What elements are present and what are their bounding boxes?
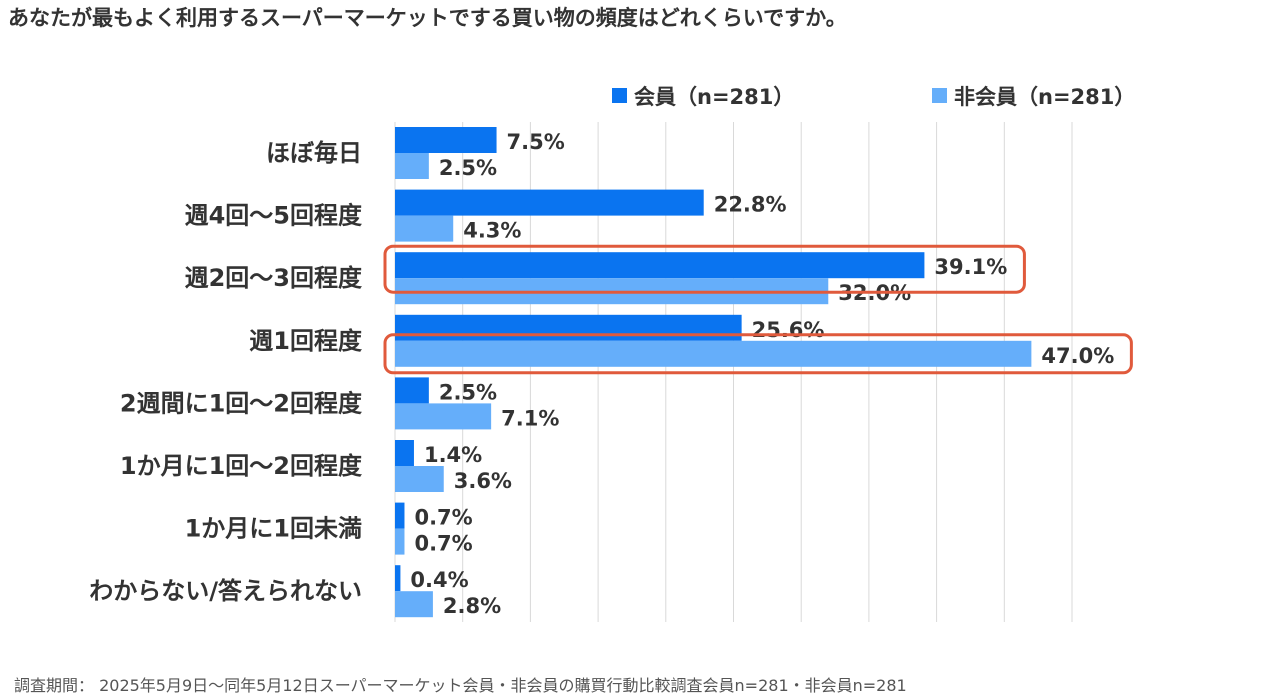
category-label: 週2回〜3回程度 [185,264,363,292]
category-label: わからない/答えられない [89,577,362,605]
bar-non-member [395,591,433,618]
legend-member-label: 会員（n=281） [634,85,794,109]
category-label: 週4回〜5回程度 [185,202,363,230]
bar-member [395,127,497,153]
data-label: 4.3% [463,219,521,243]
bar-non-member [395,340,1032,367]
category-label: 2週間に1回〜2回程度 [120,389,363,417]
data-label: 0.7% [414,506,472,530]
legend-non-member-swatch [932,88,947,103]
category-label: ほぼ毎日 [266,139,362,167]
bar-non-member [395,153,429,179]
bar-non-member [395,215,454,242]
data-label: 47.0% [1041,344,1114,368]
bar-non-member [395,466,444,492]
data-label: 25.6% [752,318,825,342]
data-label: 39.1% [934,255,1007,279]
highlight-box [383,244,1026,294]
data-label: 7.5% [507,130,565,154]
bar-member [395,377,429,404]
bar-member [395,189,704,216]
bar-member [395,565,401,592]
legend-member-swatch [612,88,627,103]
data-label: 2.5% [439,156,497,180]
data-label: 2.8% [443,594,501,618]
legend-non-member-label: 非会員（n=281） [954,85,1135,109]
category-label: 週1回程度 [249,327,363,355]
footnote: 調査期間： 2025年5月9日〜同年5月12日スーパーマーケット会員・非会員の購… [14,676,907,695]
bar-non-member [395,403,492,430]
bar-member [395,440,414,466]
bar-member [395,252,925,279]
category-label: 1か月に1回〜2回程度 [120,452,363,480]
data-label: 2.5% [439,380,497,404]
chart-title: あなたが最もよく利用するスーパーマーケットでする買い物の頻度はどれくらいですか。 [8,6,847,30]
bar-member [395,314,742,341]
category-label: 1か月に1回未満 [185,515,362,543]
bar-member [395,502,405,529]
data-label: 1.4% [424,443,482,467]
data-label: 0.7% [414,532,472,556]
bar-non-member [395,528,405,555]
data-label: 3.6% [454,469,512,493]
bar-chart: 会員（n=281） 非会員（n=281） ほぼ毎日 7.5% 2.5% 週4回〜5回程度 2… [89,85,1135,622]
highlight-box [383,333,1133,375]
data-label: 22.8% [714,193,787,217]
data-label: 0.4% [410,568,468,592]
data-label: 7.1% [501,406,559,430]
